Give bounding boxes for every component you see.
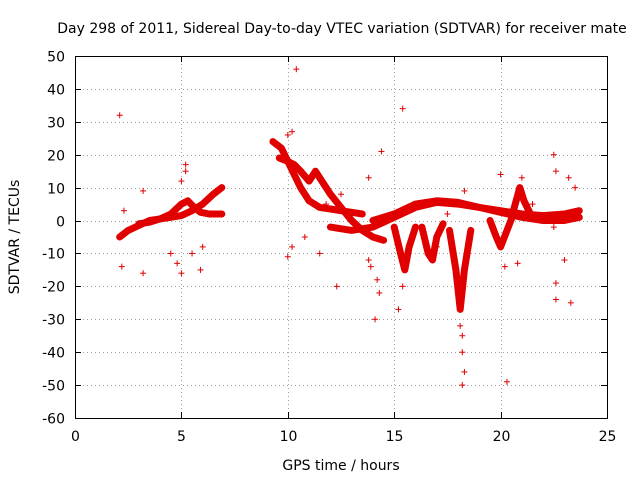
x-tick-label: 10 — [280, 429, 298, 445]
x-tick-label: 25 — [599, 429, 617, 445]
plot-frame — [75, 56, 608, 419]
x-tick-label: 0 — [71, 429, 80, 445]
data-point — [301, 234, 308, 240]
data-point — [461, 368, 468, 375]
data-point — [323, 201, 330, 208]
y-tick-label: 20 — [47, 149, 65, 165]
data-track — [326, 198, 583, 234]
axis-ticks: 0 5 10 15 20 25 -60 -50 -40 -30 -20 -10 0 10 20 30 40 50 — [42, 50, 616, 446]
data-point — [338, 191, 344, 198]
y-tick-label: 40 — [47, 83, 65, 99]
x-tick-label: 15 — [386, 429, 404, 445]
data-point — [395, 306, 402, 313]
data-point — [561, 257, 568, 264]
data-point — [284, 131, 291, 138]
data-point — [433, 243, 440, 250]
data-point — [550, 151, 557, 158]
data-point — [182, 161, 189, 168]
data-point — [378, 148, 385, 155]
data-track — [135, 197, 226, 228]
y-tick-label: 0 — [56, 215, 65, 231]
data-point — [497, 171, 504, 178]
data-point — [374, 276, 381, 283]
data-track — [390, 223, 419, 274]
data-point — [178, 178, 185, 185]
data-point — [552, 280, 559, 287]
data-point — [550, 224, 557, 231]
y-tick-label: 10 — [47, 182, 65, 198]
data-point — [289, 243, 296, 250]
data-point — [178, 270, 185, 277]
data-point — [501, 263, 508, 270]
y-tick-label: -40 — [42, 346, 65, 362]
y-tick-label: -60 — [42, 412, 65, 428]
data-point — [167, 250, 174, 257]
data-point — [444, 210, 451, 217]
data-point — [284, 253, 291, 260]
data-point — [367, 263, 374, 270]
data-point — [459, 382, 466, 389]
x-tick-label: 20 — [493, 429, 511, 445]
data-points — [116, 66, 579, 389]
x-tick-label: 5 — [177, 429, 186, 445]
y-tick-label: -50 — [42, 379, 65, 395]
data-track — [509, 184, 534, 218]
data-point — [365, 257, 372, 264]
data-point — [140, 187, 147, 194]
data-point — [529, 201, 536, 208]
data-point — [459, 349, 466, 356]
data-point — [572, 184, 579, 191]
data-point — [189, 250, 196, 257]
data-point — [118, 263, 125, 270]
data-track — [418, 220, 447, 264]
data-track — [369, 197, 583, 224]
data-point — [461, 187, 468, 194]
data-tracks — [116, 138, 583, 313]
data-point — [293, 66, 300, 73]
data-point — [518, 174, 525, 181]
data-point — [120, 207, 127, 214]
data-point — [565, 174, 572, 181]
y-tick-label: -10 — [42, 247, 65, 263]
data-point — [503, 378, 510, 385]
data-point — [567, 299, 574, 306]
y-tick-label: -30 — [42, 313, 65, 329]
y-tick-label: -20 — [42, 280, 65, 296]
y-tick-label: 50 — [47, 50, 65, 66]
data-point — [140, 270, 147, 277]
data-point — [459, 332, 466, 339]
data-track — [486, 210, 517, 251]
data-track — [446, 226, 475, 313]
grid — [75, 56, 607, 418]
data-point — [552, 168, 559, 175]
data-point — [376, 289, 383, 296]
chart-title: Day 298 of 2011, Sidereal Day-to-day VTE… — [57, 21, 627, 37]
data-point — [493, 234, 500, 240]
data-point — [365, 174, 372, 181]
data-point — [199, 243, 206, 250]
x-axis-label: GPS time / hours — [282, 458, 399, 474]
data-point — [372, 316, 379, 323]
data-point — [289, 128, 296, 135]
data-point — [399, 105, 406, 112]
y-tick-label: 30 — [47, 116, 65, 132]
data-point — [552, 296, 559, 303]
y-axis-label: SDTVAR / TECUs — [7, 180, 23, 295]
data-point — [116, 112, 123, 119]
data-point — [514, 260, 521, 267]
data-point — [399, 283, 406, 290]
data-point — [333, 283, 340, 290]
data-point — [457, 322, 464, 329]
data-point — [316, 250, 323, 257]
data-point — [174, 260, 181, 267]
data-point — [182, 168, 189, 175]
data-point — [197, 266, 204, 273]
